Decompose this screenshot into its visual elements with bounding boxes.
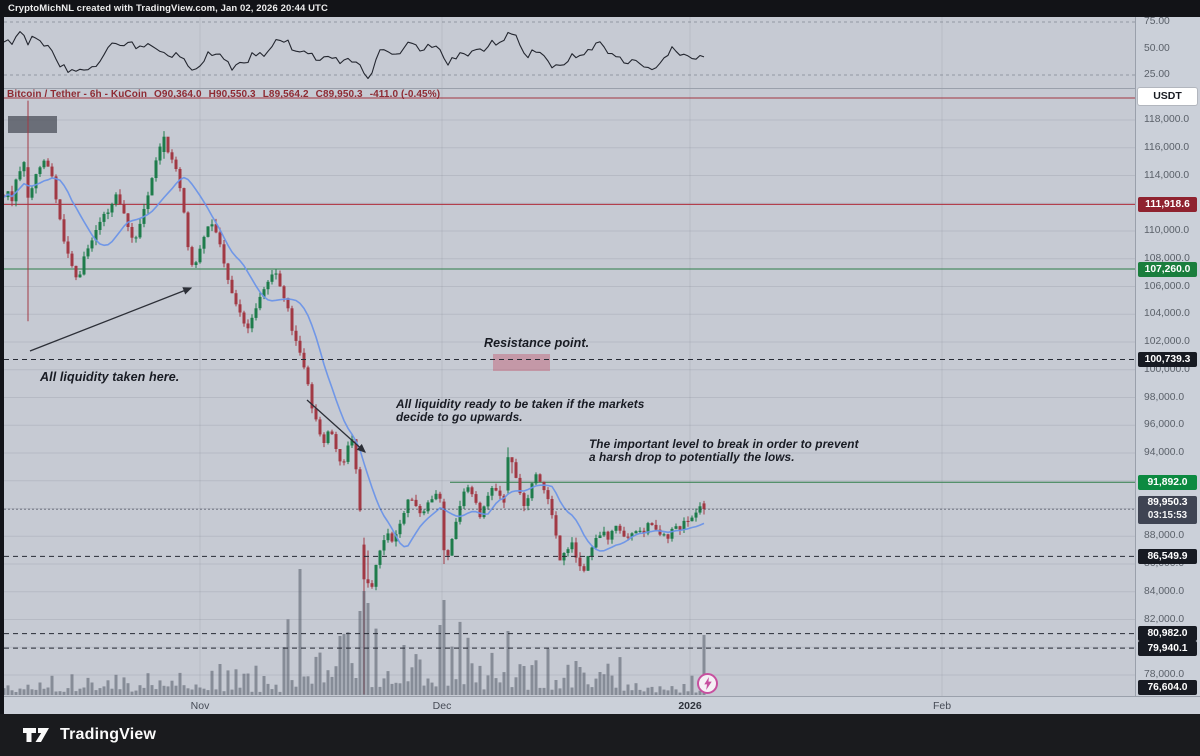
- axis-tick-label: 102,000.0: [1144, 336, 1190, 347]
- gray-range-box: [8, 116, 57, 133]
- axis-tick-label: 78,000.0: [1144, 669, 1185, 680]
- annotation-important-level[interactable]: The important level to break in order to…: [589, 437, 859, 465]
- axis-tick-label: 106,000.0: [1144, 280, 1190, 292]
- lightning-icon: [703, 677, 712, 690]
- axis-tick-label: 82,000.0: [1144, 613, 1185, 625]
- price-axis[interactable]: USDT 75.00 50.00 25.00 118,000.0 116,000.0 11…: [1135, 16, 1200, 696]
- time-axis-label: Feb: [932, 700, 952, 712]
- legend-open: O90,364.0: [154, 89, 202, 100]
- currency-badge[interactable]: USDT: [1138, 88, 1197, 105]
- legend-low: L89,564.2: [262, 89, 309, 100]
- trend-arrow: [29, 287, 193, 352]
- lightning-event-badge[interactable]: [697, 673, 718, 694]
- time-axis-label: Dec: [432, 700, 452, 712]
- price-level-badge: 80,982.0: [1138, 626, 1197, 642]
- symbol-title: Bitcoin / Tether - 6h - KuCoin: [7, 89, 148, 100]
- axis-tick-label: 84,000.0: [1144, 585, 1185, 597]
- axis-tick-label: 96,000.0: [1144, 419, 1185, 431]
- axis-tick-label: 108,000.0: [1144, 252, 1190, 264]
- price-level-badge: 100,739.3: [1138, 351, 1197, 367]
- resistance-highlight: [493, 354, 550, 371]
- last-price-badge: 89,950.3 03:15:53: [1138, 496, 1197, 525]
- legend-change: -411.0 (-0.45%): [369, 89, 441, 100]
- axis-tick-label: 104,000.0: [1144, 308, 1190, 320]
- price-level-badge: 79,940.1: [1138, 640, 1197, 656]
- legend-high: H90,550.3: [208, 89, 256, 100]
- legend-close: C89,950.3: [315, 89, 363, 100]
- oscillator-line: [3, 31, 705, 80]
- annotation-liquidity-ready[interactable]: All liquidity ready to be taken if the m…: [396, 397, 645, 425]
- pane-separator: [4, 88, 1135, 89]
- tradingview-wordmark: TradingView: [60, 726, 157, 743]
- trend-arrow: [306, 399, 366, 453]
- time-axis-label: 2026: [678, 700, 702, 712]
- attribution-text: CryptoMichNL created with TradingView.co…: [8, 3, 328, 14]
- attribution-bar: CryptoMichNL created with TradingView.co…: [0, 0, 1200, 17]
- axis-tick-label: 100,000.0: [1144, 363, 1190, 375]
- axis-tick-label: 88,000.0: [1144, 530, 1185, 542]
- price-level-badge: 91,892.0: [1138, 474, 1197, 490]
- axis-tick-label: 110,000.0: [1144, 225, 1190, 236]
- time-axis[interactable]: Nov Dec 2026 Feb: [0, 696, 1200, 714]
- axis-tick-label: 114,000.0: [1144, 169, 1190, 181]
- price-level-badge: 86,549.9: [1138, 548, 1197, 564]
- axis-tick-label: 94,000.0: [1144, 447, 1185, 458]
- axis-tick-label: 75.00: [1144, 16, 1170, 27]
- footer-bar: TradingView: [0, 714, 1200, 756]
- price-level-badge: 111,918.6: [1138, 196, 1197, 212]
- volume-layer: [2, 569, 706, 695]
- tradingview-logo-icon[interactable]: [21, 725, 51, 745]
- time-axis-label: Nov: [190, 700, 210, 712]
- annotation-resistance-point[interactable]: Resistance point.: [484, 336, 590, 350]
- left-frame-border: [0, 17, 4, 714]
- axis-tick-label: 116,000.0: [1144, 141, 1190, 153]
- axis-tick-label: 98,000.0: [1144, 391, 1185, 403]
- price-level-badge: 76,604.0: [1138, 679, 1197, 695]
- axis-tick-label: 50.00: [1144, 42, 1170, 54]
- annotation-liquidity-taken[interactable]: All liquidity taken here.: [40, 370, 180, 384]
- symbol-legend: Bitcoin / Tether - 6h - KuCoin O90,364.0…: [7, 89, 440, 100]
- axis-tick-label: 25.00: [1144, 69, 1170, 80]
- price-level-badge: 107,260.0: [1138, 261, 1197, 277]
- axis-tick-label: 118,000.0: [1144, 114, 1190, 125]
- ma-line: [3, 176, 705, 552]
